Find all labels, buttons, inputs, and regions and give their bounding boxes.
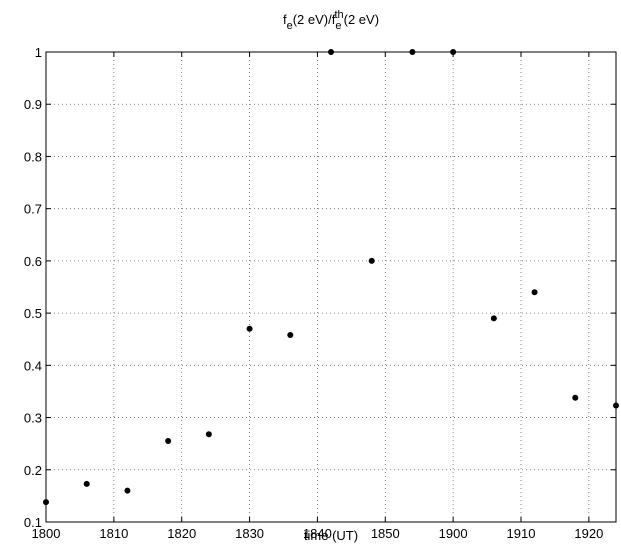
point [43,499,49,506]
x-tick-label: 1830 [235,526,264,541]
y-tick-label: 0.7 [24,202,42,217]
y-tick-label: 0.9 [24,97,42,112]
point [124,487,131,494]
y-tick-label: 0.3 [24,411,42,426]
point [368,257,375,264]
y-tick-label: 0.4 [24,358,42,373]
point [165,438,172,445]
point [490,315,497,322]
point [450,49,457,55]
title-part: e [335,20,341,32]
point [83,480,90,487]
x-tick-label: 1850 [371,526,400,541]
x-axis-label: time (UT) [304,528,358,543]
y-tick-label: 0.6 [24,254,42,269]
x-tick-label: 1810 [99,526,128,541]
title-part: (2 eV)/f [293,12,336,27]
title-part: f [283,12,287,27]
point [531,289,538,296]
title-part: (2 eV) [344,12,379,27]
x-tick-label: 1820 [167,526,196,541]
y-tick-label: 1 [35,45,42,60]
y-tick-label: 0.8 [24,149,42,164]
point [572,394,579,401]
x-tick-label: 1800 [32,526,61,541]
y-tick-label: 0.1 [24,515,42,530]
chart-title: fe(2 eV)/feth(2 eV) [283,9,379,32]
point [409,49,416,55]
plot-frame [45,51,617,523]
x-tick-label: 1900 [439,526,468,541]
x-tick-label: 1920 [574,526,603,541]
point [246,325,253,332]
title-part: th [334,9,343,21]
title-part: e [287,20,293,32]
point [328,49,334,55]
point [205,431,212,438]
x-tick-label: 1840 [303,526,332,541]
point [287,332,294,339]
x-tick-label: 1910 [507,526,536,541]
point [613,402,619,409]
y-tick-label: 0.2 [24,463,42,478]
y-tick-label: 0.5 [24,306,42,321]
